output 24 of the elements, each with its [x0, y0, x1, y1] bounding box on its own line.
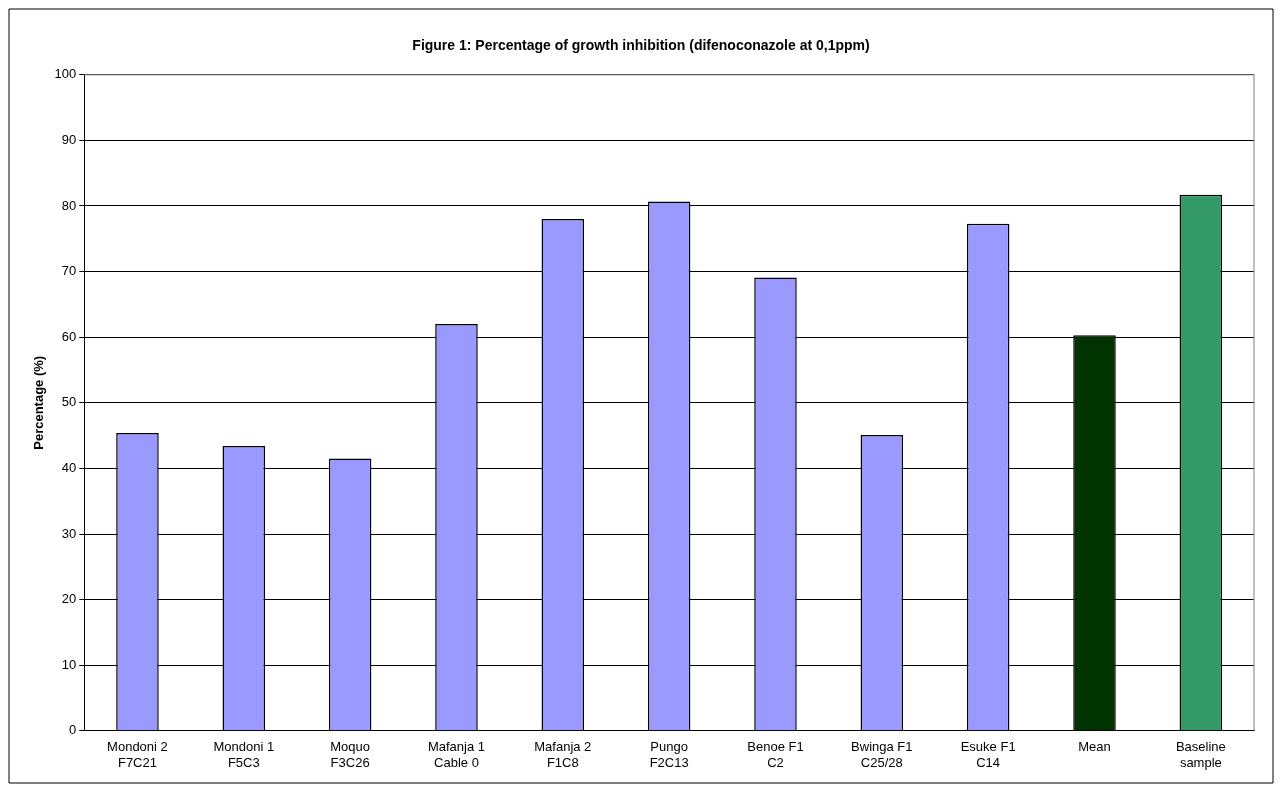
x-tick-label: Mafanja 1 Cable 0 [427, 739, 486, 770]
y-axis-title: Percentage (%) [31, 355, 47, 450]
x-tick-label: Baseline sample [1175, 739, 1226, 770]
y-tick-label: 70 [61, 263, 77, 279]
y-tick-label: 10 [61, 656, 77, 672]
x-tick-label: Mafanja 2 F1C8 [534, 739, 592, 770]
x-tick-label: Bwinga F1 C25/28 [851, 739, 913, 770]
y-tick-label: 50 [61, 394, 77, 410]
y-tick-label: 20 [61, 591, 77, 607]
y-tick-label: 80 [61, 197, 77, 213]
y-tick-label: 30 [61, 525, 77, 541]
y-tick-label: 0 [69, 722, 77, 738]
x-tick-label: Moquo F3C26 [330, 739, 371, 770]
y-tick-label: 100 [54, 66, 77, 82]
x-tick-label: Pungo F2C13 [649, 739, 689, 770]
x-tick-label: Mondoni 1 F5C3 [213, 739, 275, 770]
y-tick-label: 90 [61, 131, 77, 147]
x-tick-label: Mondoni 2 F7C21 [107, 739, 168, 770]
y-tick-label: 60 [61, 328, 77, 344]
x-tick-label: Esuke F1 C14 [960, 739, 1016, 770]
y-tick-label: 40 [61, 459, 77, 475]
x-tick-label: Benoe F1 C2 [747, 739, 804, 770]
x-tick-label: Mean [1078, 739, 1111, 755]
chart-title: Figure 1: Percentage of growth inhibition (difenoconazole at 0,1ppm) [412, 37, 870, 54]
